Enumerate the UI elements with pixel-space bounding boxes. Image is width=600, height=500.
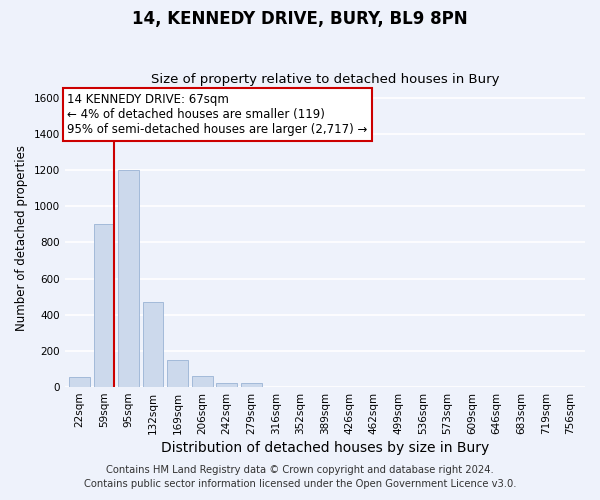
Bar xyxy=(241,384,262,387)
Text: 14 KENNEDY DRIVE: 67sqm
← 4% of detached houses are smaller (119)
95% of semi-de: 14 KENNEDY DRIVE: 67sqm ← 4% of detached… xyxy=(67,93,368,136)
Title: Size of property relative to detached houses in Bury: Size of property relative to detached ho… xyxy=(151,73,499,86)
Text: 14, KENNEDY DRIVE, BURY, BL9 8PN: 14, KENNEDY DRIVE, BURY, BL9 8PN xyxy=(132,10,468,28)
X-axis label: Distribution of detached houses by size in Bury: Distribution of detached houses by size … xyxy=(161,441,489,455)
Bar xyxy=(191,376,212,387)
Bar xyxy=(216,382,237,387)
Bar xyxy=(118,170,139,387)
Text: Contains HM Land Registry data © Crown copyright and database right 2024.
Contai: Contains HM Land Registry data © Crown c… xyxy=(84,465,516,489)
Bar xyxy=(69,377,90,387)
Bar xyxy=(94,224,115,387)
Y-axis label: Number of detached properties: Number of detached properties xyxy=(15,145,28,331)
Bar xyxy=(143,302,163,387)
Bar xyxy=(167,360,188,387)
